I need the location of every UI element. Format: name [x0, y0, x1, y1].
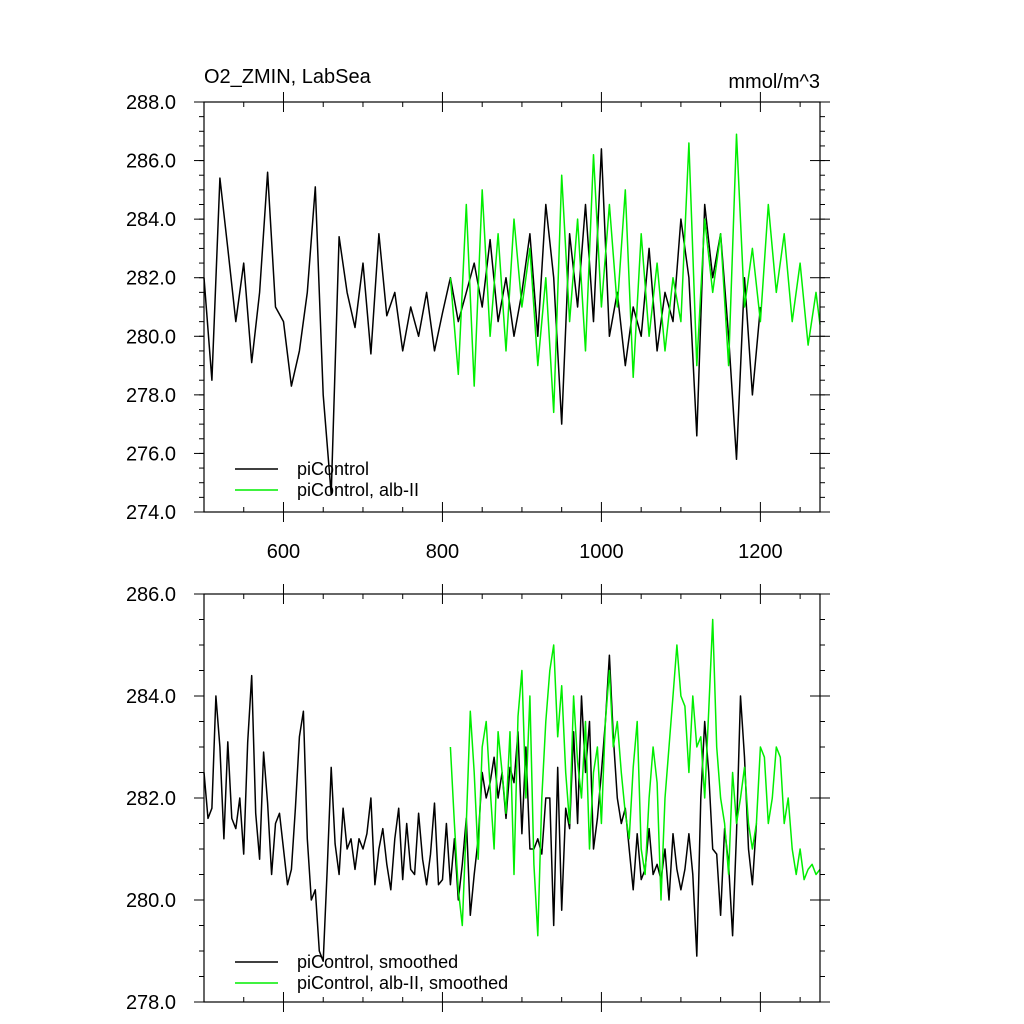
bottom-panel-legend: piControl, smoothed piControl, alb-II, s…	[235, 952, 508, 993]
legend-label-piControl: piControl	[297, 459, 369, 479]
y-tick-label: 278.0	[126, 385, 176, 407]
top-panel-legend: piControl piControl, alb-II	[235, 459, 419, 500]
x-tick-label: 800	[426, 541, 459, 563]
bottom-panel: 278.0 280.0 282.0 284.0 286.0 piControl, smo…	[126, 584, 830, 1014]
y-tick-label: 284.0	[126, 686, 176, 708]
units-label: mmol/m^3	[728, 71, 820, 93]
legend-label-smoothed: piControl, smoothed	[297, 952, 458, 972]
top-panel: 600 800 1000 1200 274.0 276.0 278.0 280.0 282.0 2…	[126, 92, 830, 563]
x-tick-label: 1200	[738, 541, 783, 563]
top-panel-frame	[203, 101, 821, 513]
y-tick-label: 288.0	[126, 92, 176, 114]
bottom-panel-ticks: 278.0 280.0 282.0 284.0 286.0	[126, 584, 830, 1014]
bottom-panel-series	[203, 618, 821, 962]
y-tick-label: 282.0	[126, 268, 176, 290]
y-tick-label: 286.0	[126, 584, 176, 606]
chart-title: O2_ZMIN, LabSea	[204, 66, 372, 88]
y-tick-label: 274.0	[126, 502, 176, 524]
series-line-alb	[449, 618, 821, 937]
y-tick-label: 280.0	[126, 326, 176, 348]
y-tick-label: 280.0	[126, 890, 176, 912]
y-tick-label: 282.0	[126, 788, 176, 810]
top-panel-ticks: 600 800 1000 1200 274.0 276.0 278.0 280.0 282.0 2…	[126, 92, 830, 563]
y-tick-label: 278.0	[126, 992, 176, 1014]
x-tick-label: 600	[267, 541, 300, 563]
legend-label-alb: piControl, alb-II	[297, 480, 419, 500]
legend-label-alb-smoothed: piControl, alb-II, smoothed	[297, 973, 508, 993]
x-tick-label: 1000	[579, 541, 624, 563]
y-tick-label: 276.0	[126, 443, 176, 465]
series-line-alb	[449, 133, 821, 414]
y-tick-label: 286.0	[126, 151, 176, 173]
top-panel-series	[203, 133, 821, 496]
y-tick-label: 284.0	[126, 209, 176, 231]
series-line-control	[203, 148, 762, 496]
